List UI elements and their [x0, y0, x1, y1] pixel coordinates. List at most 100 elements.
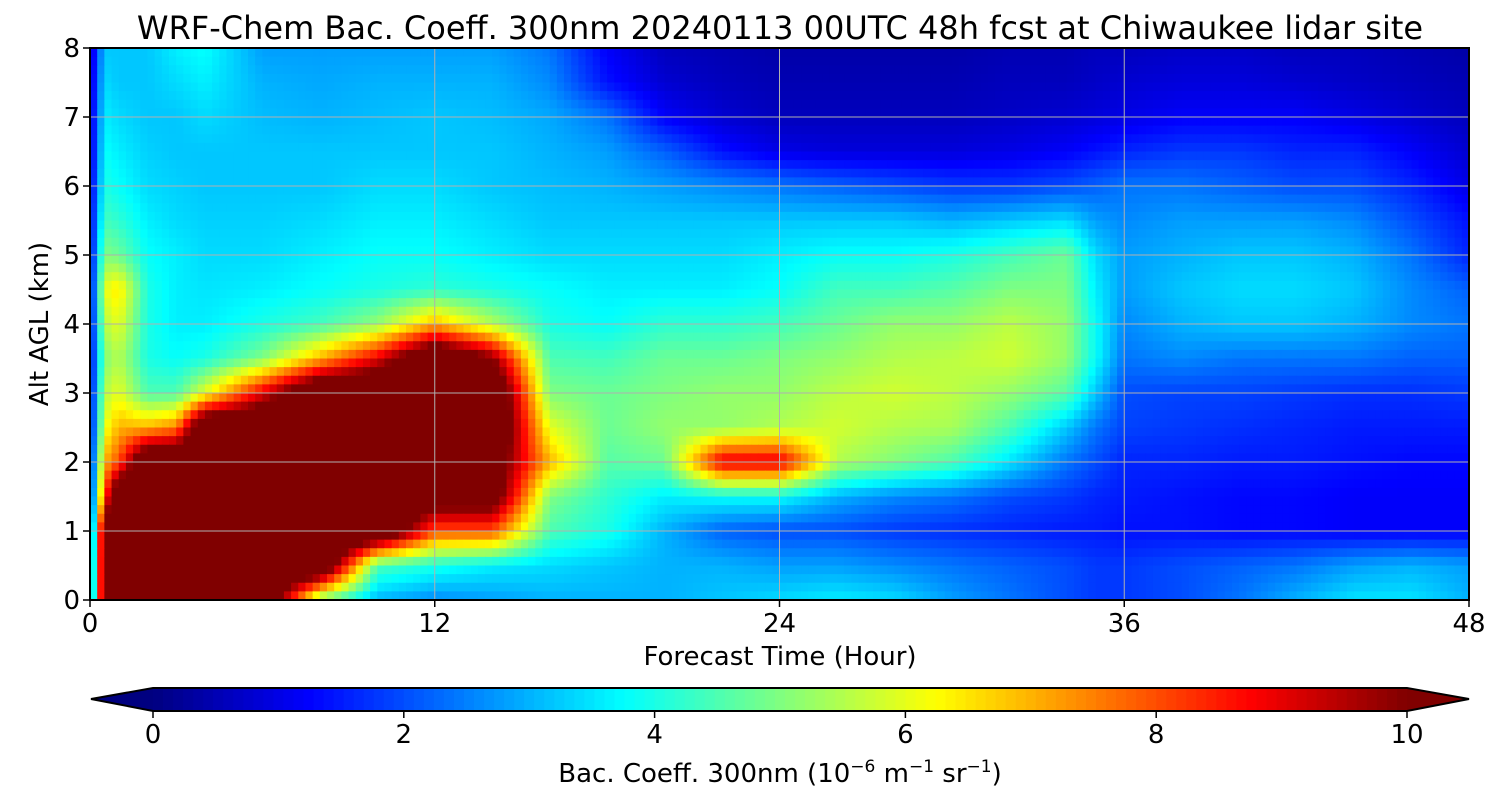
- heatmap-cell: [384, 65, 393, 75]
- heatmap-cell: [427, 237, 436, 247]
- heatmap-cell: [269, 203, 278, 213]
- heatmap-cell: [147, 56, 156, 66]
- heatmap-cell: [1368, 65, 1377, 75]
- heatmap-cell: [312, 211, 321, 222]
- heatmap-cell: [377, 194, 386, 204]
- heatmap-cell: [1210, 56, 1219, 66]
- heatmap-cell: [535, 73, 544, 84]
- heatmap-cell: [923, 151, 931, 161]
- heatmap-cell: [398, 194, 407, 204]
- heatmap-cell: [786, 255, 795, 265]
- heatmap-cell: [334, 229, 342, 239]
- heatmap-cell: [298, 237, 307, 247]
- heatmap-cell: [1181, 125, 1190, 135]
- heatmap-cell: [815, 177, 824, 187]
- heatmap-cell: [1253, 255, 1262, 265]
- heatmap-cell: [176, 108, 184, 118]
- heatmap-cell: [736, 99, 745, 109]
- heatmap-cell: [959, 203, 967, 213]
- heatmap-cell: [1368, 125, 1377, 135]
- heatmap-cell: [671, 211, 680, 222]
- heatmap-cell: [1124, 229, 1133, 239]
- heatmap-cell: [111, 134, 120, 144]
- heatmap-cell: [1196, 203, 1204, 213]
- heatmap-cell: [1382, 151, 1391, 161]
- heatmap-cell: [118, 82, 127, 92]
- heatmap-cell: [930, 99, 939, 109]
- heatmap-cell: [140, 255, 149, 265]
- heatmap-cell: [1088, 99, 1097, 109]
- heatmap-cell: [901, 99, 910, 109]
- heatmap-cell: [1332, 186, 1341, 196]
- heatmap-cell: [973, 186, 982, 196]
- heatmap-cell: [161, 73, 170, 84]
- heatmap-cell: [880, 56, 888, 66]
- heatmap-cell: [1275, 229, 1283, 239]
- heatmap-cell: [463, 117, 472, 127]
- heatmap-cell: [204, 246, 213, 256]
- heatmap-cell: [1002, 229, 1010, 239]
- heatmap-cell: [1081, 65, 1089, 75]
- heatmap-cell: [908, 237, 917, 247]
- heatmap-cell: [894, 151, 903, 161]
- heatmap-cell: [750, 186, 759, 196]
- heatmap-cell: [822, 186, 831, 196]
- heatmap-cell: [1174, 186, 1183, 196]
- heatmap-cell: [686, 160, 694, 170]
- heatmap-cell: [836, 168, 845, 178]
- heatmap-cell: [1389, 194, 1398, 204]
- heatmap-cell: [994, 91, 1003, 101]
- heatmap-cell: [707, 237, 716, 247]
- heatmap-cell: [1023, 160, 1032, 170]
- heatmap-cell: [944, 203, 953, 213]
- heatmap-cell: [477, 125, 486, 135]
- heatmap-cell: [829, 56, 838, 66]
- heatmap-cell: [1102, 151, 1111, 161]
- heatmap-cell: [1260, 134, 1269, 144]
- heatmap-cell: [571, 255, 579, 265]
- heatmap-cell: [398, 134, 407, 144]
- heatmap-cell: [219, 220, 228, 230]
- heatmap-cell: [829, 194, 838, 204]
- heatmap-cell: [140, 194, 149, 204]
- heatmap-cell: [944, 91, 953, 101]
- heatmap-cell: [650, 194, 658, 204]
- heatmap-cell: [248, 151, 256, 161]
- heatmap-cell: [169, 160, 177, 170]
- heatmap-cell: [772, 134, 781, 144]
- heatmap-cell: [793, 134, 802, 144]
- heatmap-cell: [398, 99, 407, 109]
- heatmap-cell: [240, 168, 249, 178]
- heatmap-cell: [427, 91, 436, 101]
- heatmap-cell: [592, 65, 601, 75]
- heatmap-cell: [607, 151, 615, 161]
- heatmap-cell: [1073, 229, 1082, 239]
- heatmap-cell: [1389, 263, 1398, 273]
- heatmap-cell: [1073, 48, 1082, 58]
- heatmap-cell: [994, 125, 1003, 135]
- heatmap-cell: [1239, 160, 1247, 170]
- heatmap-cell: [1231, 99, 1240, 109]
- heatmap-cell: [1009, 151, 1018, 161]
- heatmap-cell: [1267, 237, 1276, 247]
- heatmap-cell: [650, 142, 658, 153]
- heatmap-cell: [506, 99, 515, 109]
- heatmap-cell: [1038, 203, 1046, 213]
- heatmap-cell: [686, 48, 694, 58]
- heatmap-cell: [298, 160, 307, 170]
- heatmap-cell: [276, 211, 285, 222]
- heatmap-cell: [485, 177, 493, 187]
- heatmap-cell: [1454, 48, 1463, 58]
- heatmap-cell: [1382, 125, 1391, 135]
- heatmap-cell: [327, 220, 335, 230]
- heatmap-cell: [1397, 255, 1405, 265]
- heatmap-cell: [391, 263, 400, 273]
- heatmap-cell: [1002, 65, 1010, 75]
- heatmap-cell: [635, 73, 644, 84]
- heatmap-cell: [1354, 203, 1362, 213]
- heatmap-cell: [1246, 255, 1255, 265]
- heatmap-cell: [980, 108, 989, 118]
- heatmap-cell: [1160, 134, 1168, 144]
- heatmap-cell: [456, 73, 465, 84]
- heatmap-cell: [312, 168, 321, 178]
